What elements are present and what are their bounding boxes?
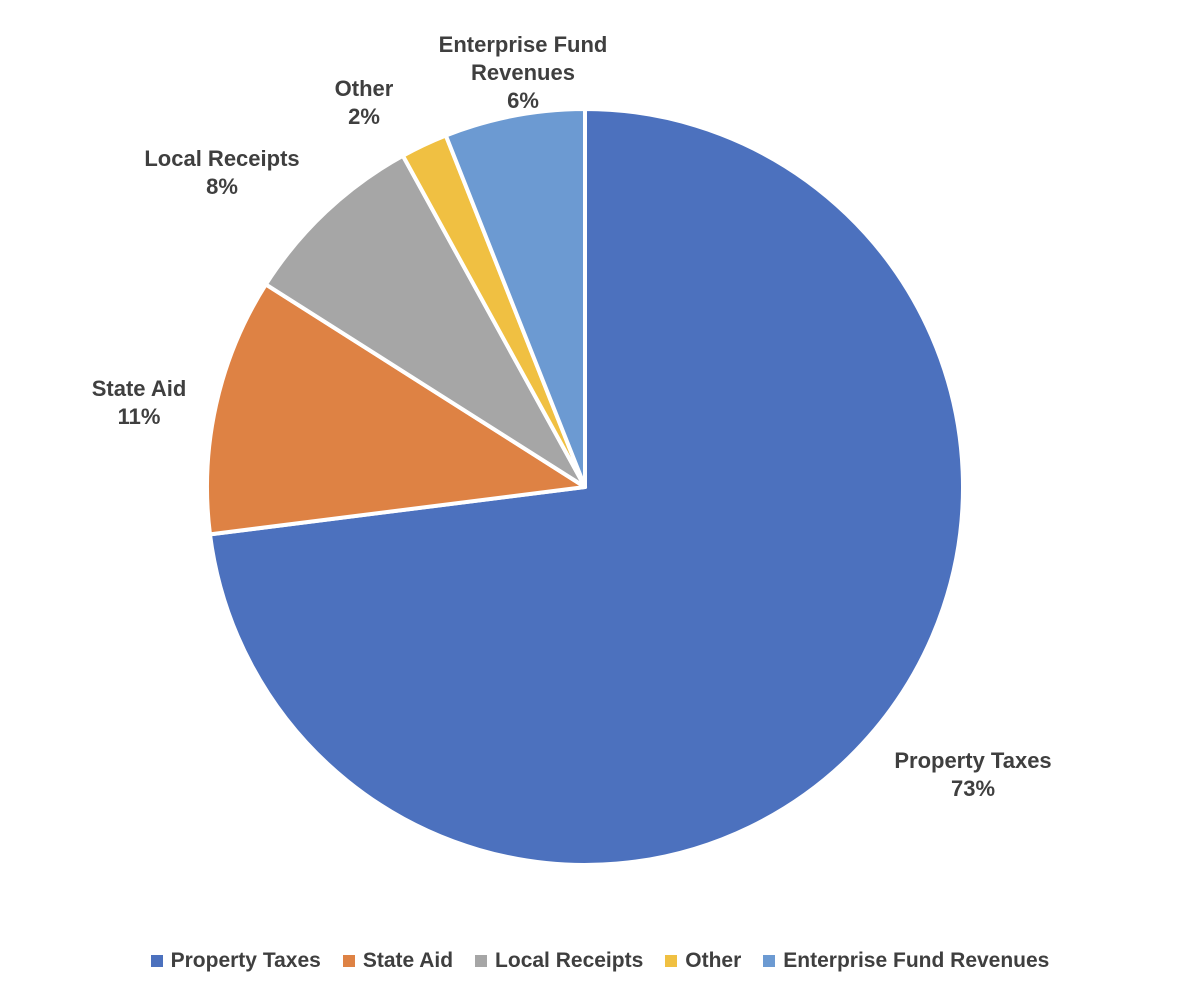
data-label-property-taxes-name: Property Taxes <box>894 748 1052 773</box>
legend-item-other: Other <box>665 949 741 973</box>
data-label-property-taxes-pct: 73% <box>950 776 996 801</box>
legend-swatch-local-receipts-icon <box>475 955 488 967</box>
legend-label-property-taxes: Property Taxes <box>170 949 321 972</box>
data-label-state-aid-name: State Aid <box>91 376 187 401</box>
legend-swatch-other-icon <box>665 955 678 967</box>
data-label-other-pct: 2% <box>348 104 380 129</box>
pie-slice-enterprise-fund-revenues <box>443 107 587 489</box>
data-label-other-name: Other <box>334 76 394 101</box>
legend-item-local-receipts: Local Receipts <box>475 949 643 973</box>
data-label-local-receipts: Local Receipts 8% <box>144 145 299 201</box>
data-label-local-receipts-name: Local Receipts <box>144 146 300 171</box>
chart-legend: Property Taxes State Aid Local Receipts … <box>0 949 1200 973</box>
data-label-other: Other 2% <box>335 75 394 131</box>
legend-item-enterprise-fund-revenues: Enterprise Fund Revenues <box>763 949 1049 973</box>
data-label-state-aid-pct: 11% <box>117 404 161 429</box>
data-label-enterprise-fund-revenues: Enterprise Fund Revenues 6% <box>423 31 623 115</box>
data-label-enterprise-fund-revenues-pct: 6% <box>507 88 539 113</box>
legend-swatch-state-aid-icon <box>342 955 355 967</box>
legend-swatch-enterprise-fund-revenues-icon <box>763 955 776 967</box>
data-label-enterprise-fund-revenues-name: Enterprise Fund Revenues <box>438 32 608 85</box>
data-label-property-taxes: Property Taxes 73% <box>894 747 1051 803</box>
pie-slice-state-aid <box>205 282 587 537</box>
legend-label-enterprise-fund-revenues: Enterprise Fund Revenues <box>783 949 1050 972</box>
legend-swatch-property-taxes-icon <box>150 955 163 967</box>
pie-slice-local-receipts <box>263 153 587 489</box>
legend-label-other: Other <box>685 949 742 972</box>
legend-label-state-aid: State Aid <box>362 949 454 972</box>
data-label-local-receipts-pct: 8% <box>206 174 238 199</box>
legend-item-state-aid: State Aid <box>342 949 454 973</box>
data-label-state-aid: State Aid 11% <box>92 375 187 431</box>
legend-label-local-receipts: Local Receipts <box>495 949 644 972</box>
legend-item-property-taxes: Property Taxes <box>150 949 321 973</box>
